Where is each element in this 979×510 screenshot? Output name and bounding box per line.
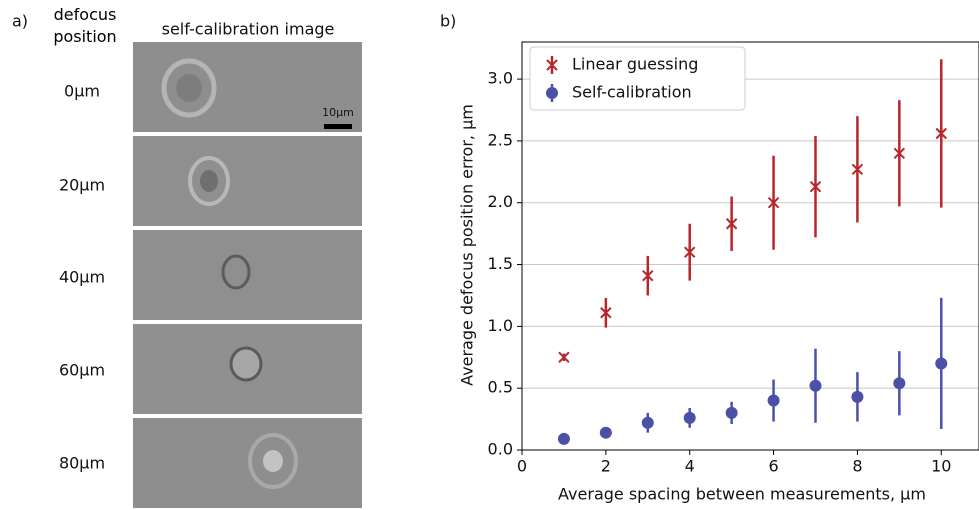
y-tick-label: 2.5 xyxy=(488,130,513,149)
marker-x xyxy=(725,218,738,230)
cell xyxy=(221,254,251,290)
images: 10µm xyxy=(133,42,362,508)
marker-x xyxy=(600,307,612,319)
row-labels: 0µm 20µm 40µm 60µm 80µm xyxy=(59,82,105,473)
marker-x xyxy=(683,246,696,258)
cell xyxy=(188,156,230,206)
image xyxy=(133,418,362,508)
scale-bar xyxy=(324,124,352,129)
marker-dot xyxy=(557,432,570,445)
marker-x xyxy=(893,147,906,159)
row-header-box: defocus position xyxy=(53,5,117,46)
cell xyxy=(161,58,217,118)
panel-label: b) xyxy=(440,12,456,31)
marker-dot xyxy=(683,411,696,424)
x-tick-label: 2 xyxy=(601,457,611,476)
legend-marker xyxy=(546,59,558,71)
plot-frame xyxy=(521,41,979,451)
row-label: 40µm xyxy=(59,268,105,287)
marker-x xyxy=(851,163,864,176)
cell xyxy=(229,346,263,382)
legend: Linear guessing Self-calibration xyxy=(529,46,746,111)
cell-core xyxy=(176,74,202,102)
x-axis-label: Average spacing between measurements, µm xyxy=(558,485,926,504)
marker-x xyxy=(809,180,822,193)
column-header: self-calibration image xyxy=(162,20,335,39)
marker-dot xyxy=(725,406,738,419)
y-tick-label: 1.0 xyxy=(488,316,513,335)
cell-core xyxy=(200,170,218,192)
row-label: 20µm xyxy=(59,176,105,195)
cell-core xyxy=(263,450,283,472)
marker-x xyxy=(935,127,947,140)
y-axis-label: Average defocus position error, µm xyxy=(458,104,477,386)
x-tick-label: 0 xyxy=(517,457,527,476)
x-tick-label: 10 xyxy=(931,457,951,476)
marker-dot xyxy=(599,426,612,439)
marker-dot xyxy=(641,416,654,429)
row-label: 80µm xyxy=(59,454,105,473)
y-tick-label: 0.5 xyxy=(488,378,513,397)
marker-x xyxy=(767,197,780,209)
legend-marker xyxy=(546,87,558,99)
cell xyxy=(248,433,298,489)
row-header: defocus position xyxy=(53,5,117,46)
marker-x xyxy=(558,351,570,363)
y-tick-label: 0.0 xyxy=(488,440,513,459)
marker-dot xyxy=(851,390,864,403)
row-label: 0µm xyxy=(64,82,100,101)
legend-label: Self-calibration xyxy=(572,83,692,102)
marker-dot xyxy=(767,394,780,407)
legend-box xyxy=(529,46,746,111)
marker-dot xyxy=(935,357,948,370)
x-tick-label: 8 xyxy=(852,457,862,476)
marker-dot xyxy=(809,379,822,392)
x-tick-label: 4 xyxy=(685,457,695,476)
y-tick-label: 2.0 xyxy=(488,192,513,211)
image xyxy=(133,136,362,226)
x-tick-label: 6 xyxy=(768,457,778,476)
y-tick-label: 1.5 xyxy=(488,254,513,273)
y-tick-label: 3.0 xyxy=(488,69,513,88)
marker-x xyxy=(642,269,654,282)
marker-dot xyxy=(893,377,906,390)
row-label: 60µm xyxy=(59,361,105,380)
image xyxy=(133,42,362,132)
legend-label: Linear guessing xyxy=(572,55,698,74)
scale-bar-label: 10µm xyxy=(322,106,354,119)
panel-label: a) xyxy=(12,12,28,31)
